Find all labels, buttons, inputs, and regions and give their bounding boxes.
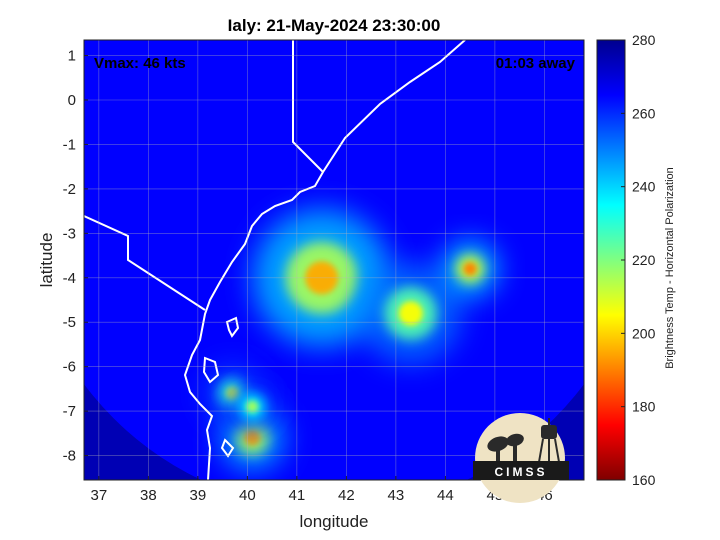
swath-disk bbox=[84, 40, 584, 480]
island-zanzibar bbox=[202, 356, 220, 384]
x-tick-label: 37 bbox=[91, 487, 108, 504]
colorbar-bar bbox=[596, 39, 626, 481]
cimss-logo: CIMSS bbox=[473, 413, 569, 503]
colorbar-tick-label: 280 bbox=[632, 32, 656, 48]
y-tick-label: -7 bbox=[63, 403, 76, 420]
x-tick-label: 44 bbox=[437, 487, 454, 504]
vmax-annotation: Vmax: 46 kts bbox=[94, 55, 186, 72]
coastlines bbox=[84, 40, 466, 480]
chart-title: Ialy: 21-May-2024 23:30:00 bbox=[228, 16, 441, 35]
colorbar: 280 260 240 220 200 180 160 Brightness Temp - … bbox=[596, 32, 676, 488]
colorbar-tick-label: 260 bbox=[632, 105, 656, 121]
x-tick-label: 41 bbox=[289, 487, 306, 504]
logo-banner bbox=[473, 461, 569, 480]
x-tick-label: 39 bbox=[190, 487, 207, 504]
feature-core bbox=[398, 301, 423, 326]
y-tick-label: -1 bbox=[63, 136, 76, 153]
feature-core bbox=[463, 262, 477, 276]
feature-core bbox=[244, 430, 261, 446]
coastline bbox=[183, 40, 466, 480]
y-axis-label: latitude bbox=[37, 233, 56, 288]
border-kenya-tanzania bbox=[84, 215, 206, 311]
logo-water-tower bbox=[538, 418, 560, 463]
colorbar-tick-label: 180 bbox=[632, 399, 656, 415]
y-tick-label: -2 bbox=[63, 181, 76, 198]
island-pemba bbox=[225, 316, 240, 338]
x-tick-label: 40 bbox=[239, 487, 256, 504]
y-tick-label: -4 bbox=[63, 270, 76, 287]
time-away-annotation: 01:03 away bbox=[496, 55, 576, 72]
y-tick-label: -5 bbox=[63, 314, 76, 331]
swath-group bbox=[84, 40, 584, 480]
y-ticks: 1 0 -1 -2 -3 -4 -5 -6 -7 -8 bbox=[63, 48, 88, 465]
colorbar-tick-label: 160 bbox=[632, 472, 656, 488]
x-tick-label: 43 bbox=[388, 487, 405, 504]
island-mafia bbox=[220, 438, 235, 458]
y-tick-label: 0 bbox=[68, 92, 76, 109]
x-tick-label: 38 bbox=[140, 487, 157, 504]
plot-area bbox=[84, 40, 584, 480]
axes-frame bbox=[83, 39, 585, 481]
colorbar-label: Brightness Temp - Horizontal Polarizatio… bbox=[664, 167, 676, 369]
colorbar-tick-label: 200 bbox=[632, 325, 656, 341]
y-tick-label: -8 bbox=[63, 448, 76, 465]
colorbar-tick-label: 240 bbox=[632, 179, 656, 195]
feature-core bbox=[246, 400, 259, 413]
convection-blobs bbox=[204, 208, 498, 470]
y-tick-label: -3 bbox=[63, 225, 76, 242]
x-axis-label: longitude bbox=[299, 512, 368, 531]
logo-text: CIMSS bbox=[494, 465, 547, 479]
y-tick-label: -6 bbox=[63, 359, 76, 376]
border-kenya-somalia bbox=[292, 40, 324, 173]
colorbar-tick-label: 220 bbox=[632, 252, 656, 268]
colorbar-ticks: 280 260 240 220 200 180 160 bbox=[621, 32, 656, 488]
logo-satellite-dishes bbox=[487, 433, 524, 461]
x-tick-label: 42 bbox=[338, 487, 355, 504]
y-tick-label: 1 bbox=[68, 48, 76, 65]
